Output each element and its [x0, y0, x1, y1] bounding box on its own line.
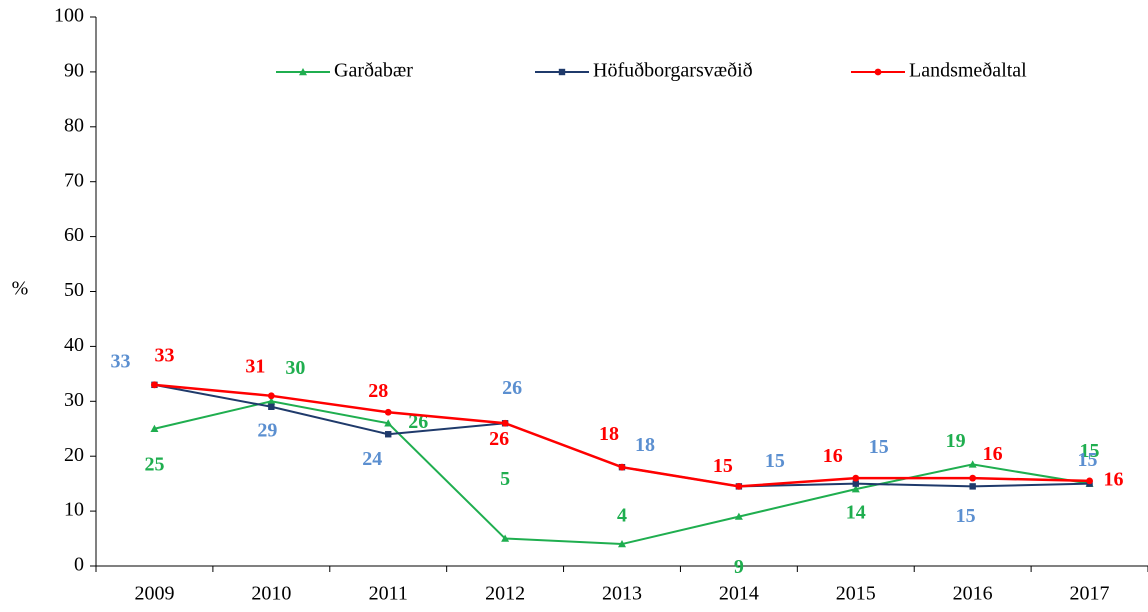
x-tick-label: 2015	[836, 583, 876, 605]
data-label: 29	[257, 419, 277, 441]
marker	[501, 419, 509, 427]
marker	[267, 392, 275, 400]
y-tick-label: 60	[64, 224, 84, 246]
y-tick-label: 50	[64, 279, 84, 301]
marker	[385, 431, 392, 438]
marker	[618, 463, 626, 471]
marker	[874, 68, 882, 76]
marker	[501, 534, 510, 542]
legend-label: Garðabær	[334, 60, 413, 82]
data-label: 15	[1078, 449, 1098, 471]
y-tick-label: 80	[64, 114, 84, 136]
x-tick-label: 2014	[719, 583, 759, 605]
marker	[268, 403, 275, 410]
data-label: 18	[635, 434, 655, 456]
x-tick-label: 2016	[953, 583, 993, 605]
marker	[1086, 477, 1093, 485]
marker	[267, 397, 276, 405]
data-label: 16	[823, 445, 843, 467]
x-tick-label: 2009	[134, 583, 174, 605]
data-label: 26	[489, 428, 509, 450]
data-label: 19	[946, 430, 966, 452]
marker	[968, 460, 977, 468]
marker	[734, 512, 743, 520]
data-label: 4	[617, 505, 627, 527]
x-tick-label: 2011	[369, 583, 408, 605]
data-label: 30	[285, 357, 305, 379]
data-label: 15	[765, 450, 785, 472]
y-tick-label: 100	[54, 5, 84, 27]
marker	[558, 68, 566, 76]
marker	[735, 482, 743, 490]
data-label: 25	[144, 453, 164, 475]
marker	[851, 485, 860, 493]
data-label: 33	[110, 350, 130, 372]
data-label: 33	[154, 344, 174, 366]
marker	[852, 480, 859, 487]
data-label: 28	[368, 380, 388, 402]
data-label: 24	[362, 448, 382, 470]
x-tick-label: 2013	[602, 583, 642, 605]
y-tick-label: 40	[64, 334, 84, 356]
legend-label: Höfuðborgarsvæðið	[593, 60, 753, 82]
marker	[969, 483, 976, 490]
marker	[150, 424, 159, 432]
y-tick-label: 20	[64, 444, 84, 466]
y-tick-label: 70	[64, 169, 84, 191]
y-axis-label: %	[12, 278, 29, 300]
x-tick-label: 2017	[1070, 583, 1110, 605]
data-label: 26	[502, 377, 522, 399]
y-tick-label: 90	[64, 59, 84, 81]
data-label: 15	[869, 436, 889, 458]
marker	[299, 68, 307, 76]
y-tick-label: 0	[74, 554, 84, 576]
marker	[384, 408, 392, 416]
y-tick-label: 30	[64, 389, 84, 411]
data-label: 16	[983, 443, 1003, 465]
data-label: 18	[599, 423, 619, 445]
data-label: 16	[1104, 468, 1124, 490]
marker	[852, 474, 860, 482]
x-tick-label: 2012	[485, 583, 525, 605]
data-label: 9	[734, 556, 744, 578]
marker	[969, 474, 977, 482]
marker	[384, 419, 393, 427]
data-label: 5	[500, 468, 510, 490]
y-tick-label: 10	[64, 499, 84, 521]
data-label: 31	[245, 355, 265, 377]
legend-label: Landsmeðaltal	[909, 60, 1027, 82]
data-label: 15	[713, 455, 733, 477]
data-label: 15	[1080, 440, 1100, 462]
data-label: 15	[956, 505, 976, 527]
marker	[151, 381, 158, 389]
data-label: 14	[846, 502, 866, 524]
marker	[618, 540, 626, 548]
x-tick-label: 2010	[251, 583, 291, 605]
